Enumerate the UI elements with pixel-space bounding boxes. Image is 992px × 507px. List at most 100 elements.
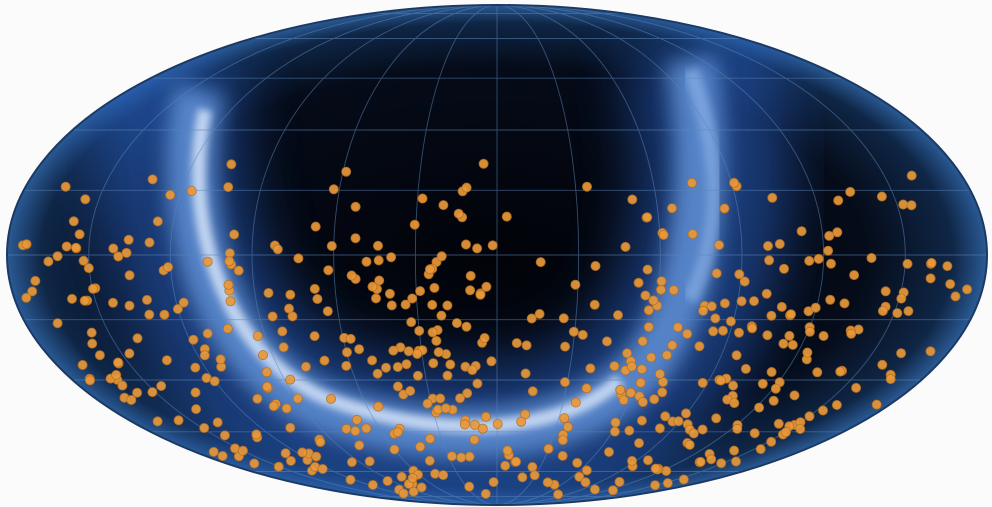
- source-dot: [464, 451, 475, 462]
- source-dot: [440, 403, 451, 414]
- source-dot: [557, 435, 568, 446]
- source-dot: [319, 355, 330, 366]
- source-dot: [132, 333, 143, 344]
- source-dot: [226, 159, 237, 170]
- source-dot: [500, 460, 511, 471]
- source-dot: [642, 264, 653, 275]
- source-dot: [906, 170, 917, 181]
- source-dot: [27, 286, 38, 297]
- source-dot: [469, 434, 480, 445]
- source-dot: [627, 455, 638, 466]
- source-dot: [715, 375, 726, 386]
- source-dot: [845, 186, 856, 197]
- source-dot: [345, 474, 356, 485]
- source-dot: [876, 191, 887, 202]
- source-dot: [642, 212, 653, 223]
- source-dot: [716, 458, 727, 469]
- source-dot: [186, 185, 197, 196]
- source-dot: [124, 270, 135, 281]
- source-dot: [159, 309, 170, 320]
- source-dot: [640, 290, 651, 301]
- source-dot: [660, 411, 671, 422]
- source-dot: [293, 253, 304, 264]
- source-dot: [108, 243, 119, 254]
- source-dot: [770, 383, 781, 394]
- source-dot: [367, 355, 378, 366]
- source-dot: [697, 377, 708, 388]
- source-dot: [350, 425, 361, 436]
- source-dot: [392, 381, 403, 392]
- source-dot: [635, 377, 646, 388]
- source-dot: [147, 174, 158, 185]
- source-dot: [516, 416, 527, 427]
- source-dot: [427, 299, 438, 310]
- source-dot: [223, 182, 234, 193]
- source-dot: [472, 243, 483, 254]
- source-dot: [650, 480, 661, 491]
- source-dot: [417, 193, 428, 204]
- source-dot: [431, 335, 442, 346]
- source-dot: [412, 370, 423, 381]
- source-dot: [906, 200, 917, 211]
- source-dot: [405, 385, 416, 396]
- source-dot: [415, 441, 426, 452]
- source-dot: [687, 229, 698, 240]
- source-dot: [436, 251, 447, 262]
- source-dot: [144, 237, 155, 248]
- source-dot: [401, 359, 412, 370]
- source-dot: [152, 416, 163, 427]
- source-dot: [79, 295, 90, 306]
- source-dot: [581, 383, 592, 394]
- source-dot: [885, 374, 896, 385]
- source-dot: [719, 203, 730, 214]
- source-dot: [325, 393, 336, 404]
- source-dot: [415, 286, 426, 297]
- source-dot: [188, 334, 199, 345]
- source-dot: [386, 252, 397, 263]
- source-dot: [633, 277, 644, 288]
- source-dot: [898, 199, 909, 210]
- source-dot: [570, 397, 581, 408]
- source-dot: [209, 376, 220, 387]
- source-dot: [657, 387, 668, 398]
- source-dot: [620, 241, 631, 252]
- source-dot: [609, 361, 620, 372]
- source-dot: [945, 279, 956, 290]
- source-dot: [52, 318, 63, 329]
- source-dot: [229, 229, 240, 240]
- source-dot: [557, 450, 568, 461]
- source-dot: [124, 300, 135, 311]
- source-dot: [649, 394, 660, 405]
- source-dot: [768, 395, 779, 406]
- source-dot: [643, 305, 654, 316]
- source-dot: [465, 285, 476, 296]
- source-dot: [661, 350, 672, 361]
- source-dot: [786, 309, 797, 320]
- source-dot: [262, 381, 273, 392]
- source-dot: [341, 423, 352, 434]
- source-dot: [67, 293, 78, 304]
- source-dot: [108, 297, 119, 308]
- source-dot: [124, 348, 135, 359]
- source-dot: [942, 261, 953, 272]
- source-dot: [851, 382, 862, 393]
- source-dot: [477, 423, 488, 434]
- source-dot: [111, 369, 122, 380]
- source-dot: [373, 255, 384, 266]
- source-dot: [714, 240, 725, 251]
- source-dot: [634, 438, 645, 449]
- source-dot: [71, 242, 82, 253]
- source-dot: [896, 293, 907, 304]
- source-dot: [152, 216, 163, 227]
- source-dot: [925, 346, 936, 357]
- source-dot: [615, 384, 626, 395]
- source-dot: [849, 270, 860, 281]
- source-dot: [409, 219, 420, 230]
- source-dot: [831, 399, 842, 410]
- source-dot: [643, 455, 654, 466]
- source-dot: [446, 451, 457, 462]
- source-dot: [382, 475, 393, 486]
- source-dot: [481, 281, 492, 292]
- source-dot: [392, 427, 403, 438]
- source-dot: [650, 463, 661, 474]
